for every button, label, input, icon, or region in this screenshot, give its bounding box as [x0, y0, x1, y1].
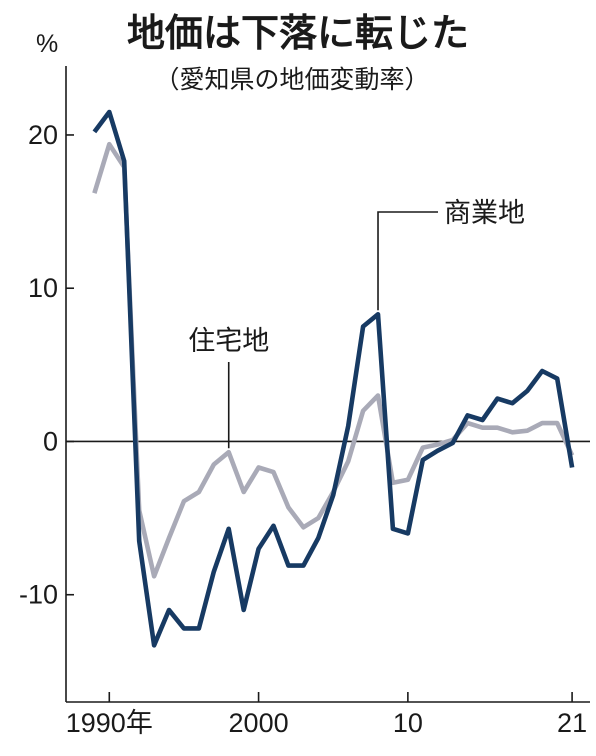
chart-subtitle: （愛知県の地価変動率） — [154, 65, 429, 94]
y-unit-label: % — [36, 30, 58, 58]
x-tick-label: 1990年 — [66, 708, 153, 738]
annotation-leader-commercial — [377, 211, 439, 311]
y-tick-label: 10 — [28, 273, 58, 303]
axes: 20 10 0 -10 1990年 2000 10 21 — [19, 66, 590, 738]
y-tick-label: 20 — [28, 120, 58, 150]
x-tick-label: 21 — [557, 708, 587, 738]
x-tick-label: 2000 — [229, 708, 289, 738]
y-tick-label: 0 — [43, 426, 58, 456]
x-tick-label: 10 — [393, 708, 423, 738]
chart-title: 地価は下落に転じた — [127, 11, 469, 55]
series-layer — [92, 109, 575, 648]
annotation-label-residential: 住宅地 — [188, 326, 269, 357]
y-tick-label: -10 — [19, 580, 58, 610]
annotation-label-commercial: 商業地 — [444, 198, 525, 229]
series-line-commercial — [92, 109, 575, 648]
